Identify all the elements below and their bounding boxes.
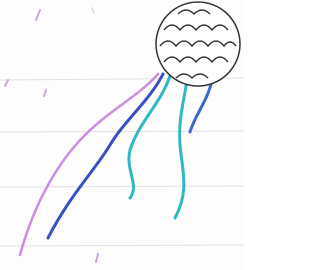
page: [0, 0, 320, 270]
head-outline: [156, 2, 240, 86]
jellyfish-head: [156, 2, 240, 86]
drawing: [0, 0, 244, 270]
